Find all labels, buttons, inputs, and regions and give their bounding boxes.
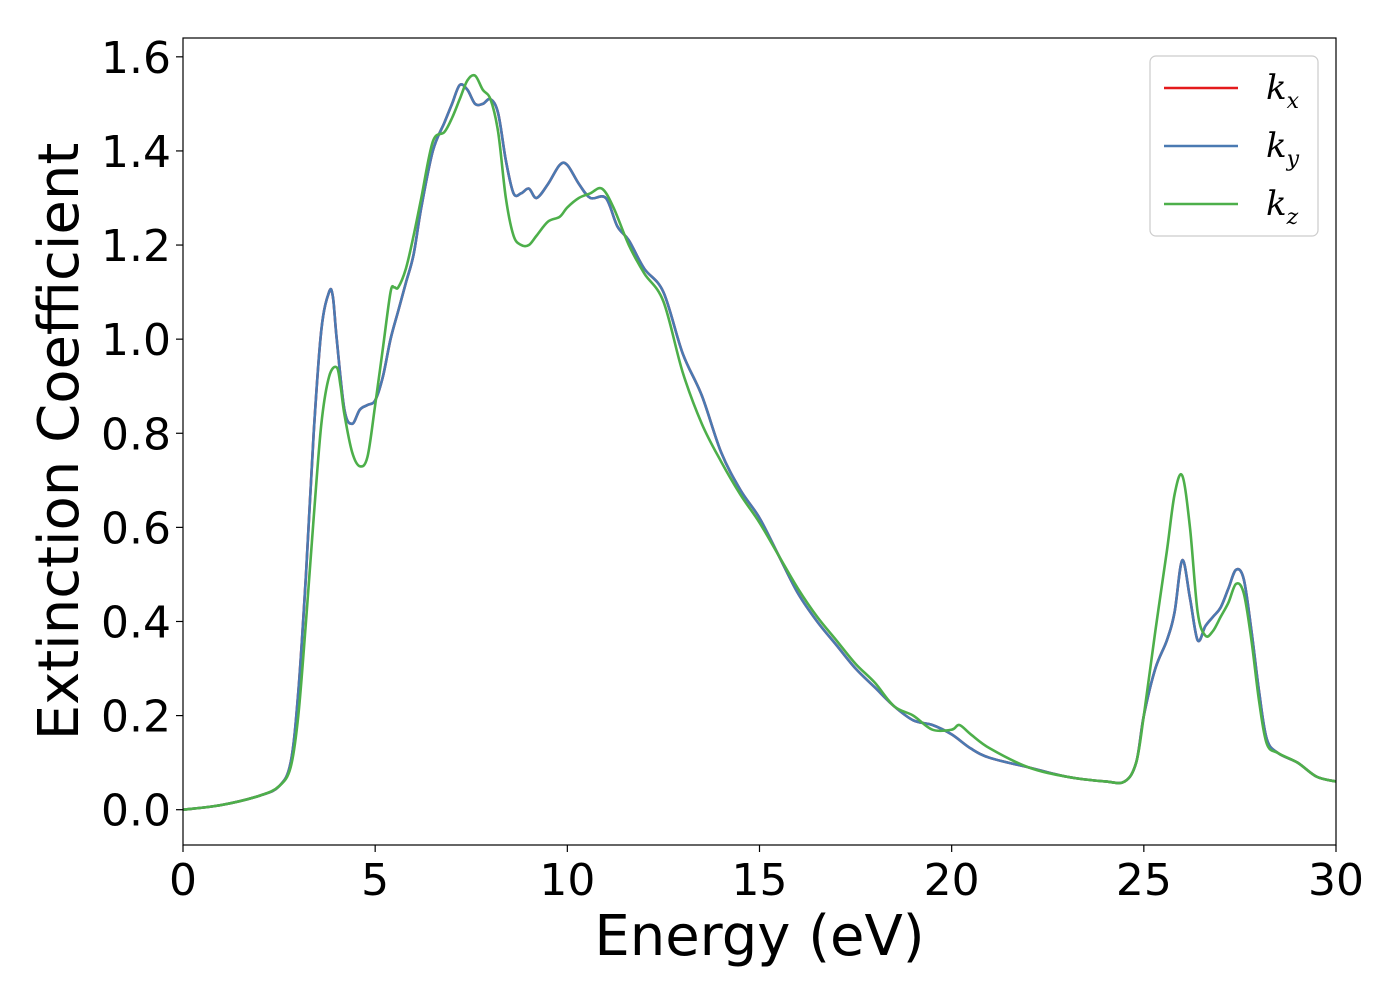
x-tick-label: 0	[169, 855, 197, 906]
x-tick-label: 30	[1308, 855, 1364, 906]
y-tick-label: 1.2	[101, 221, 171, 272]
legend-label-main: k	[1266, 184, 1287, 224]
series-line-y	[183, 83, 1336, 812]
x-tick-label: 25	[1116, 855, 1172, 906]
legend-label-main: k	[1266, 68, 1287, 108]
legend-label-y: ky	[1266, 126, 1300, 172]
y-tick-label: 1.0	[101, 315, 171, 366]
legend-label-sub: x	[1287, 89, 1300, 114]
legend-label-x: kx	[1266, 68, 1300, 114]
x-tick-label: 10	[539, 855, 595, 906]
y-tick-label: 0.0	[101, 786, 171, 837]
y-axis-ticks: 0.0 0.2 0.4 0.6 0.8 1.0 1.2 1.4 1.6	[101, 33, 183, 837]
y-tick-label: 1.6	[101, 33, 171, 84]
legend-label-z: kz	[1266, 184, 1299, 230]
y-tick-label: 0.6	[101, 503, 171, 554]
series-line-z	[183, 73, 1336, 812]
y-axis-title: Extinction Coefficient	[27, 143, 92, 741]
series-layer	[183, 73, 1336, 812]
y-tick-label: 0.4	[101, 597, 171, 648]
y-tick-label: 0.8	[101, 409, 171, 460]
y-tick-label: 0.2	[101, 692, 171, 743]
legend-label-main: k	[1266, 126, 1287, 166]
y-tick-label: 1.4	[101, 127, 171, 178]
x-tick-label: 15	[732, 855, 788, 906]
x-axis-ticks: 0 5 10 15 20 25 30	[169, 845, 1364, 906]
legend-label-sub: y	[1286, 147, 1300, 172]
x-axis-title: Energy (eV)	[594, 904, 924, 969]
x-tick-label: 20	[924, 855, 980, 906]
x-tick-label: 5	[361, 855, 389, 906]
legend-label-sub: z	[1286, 205, 1299, 230]
